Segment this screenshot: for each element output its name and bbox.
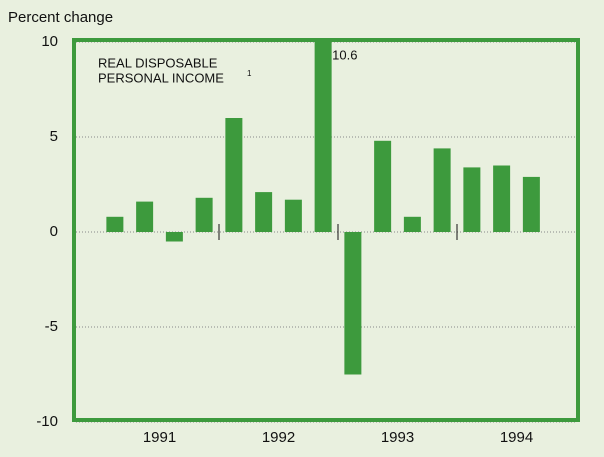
bar (314, 40, 332, 232)
data-label: 10.6 (332, 47, 357, 62)
bar (225, 118, 243, 232)
y-tick-label: -5 (45, 318, 58, 335)
bar (374, 140, 392, 232)
x-group-label: 1993 (381, 429, 414, 446)
footnote-marker: 1 (247, 69, 252, 78)
bar (136, 201, 154, 232)
bars (106, 40, 540, 375)
bar (255, 192, 273, 232)
x-group-label: 1991 (143, 429, 176, 446)
bar (284, 199, 302, 232)
y-tick-label: 5 (50, 128, 58, 145)
x-group-label: 1992 (262, 429, 295, 446)
annotation: REAL DISPOSABLE (98, 55, 218, 70)
bar (403, 216, 421, 232)
bar (463, 167, 481, 232)
x-group-label: 1994 (500, 429, 533, 446)
bar (433, 148, 451, 232)
bar (165, 232, 183, 242)
bar (106, 216, 124, 232)
bar (344, 232, 362, 375)
y-tick-label: 0 (50, 223, 58, 240)
annotation: PERSONAL INCOME (98, 70, 224, 85)
bar (522, 176, 540, 232)
bar (493, 165, 511, 232)
bar (195, 197, 213, 232)
y-axis-label: Percent change (8, 9, 113, 26)
y-tick-label: 10 (41, 33, 58, 50)
plot-frame (72, 38, 580, 422)
y-tick-label: -10 (36, 413, 58, 430)
